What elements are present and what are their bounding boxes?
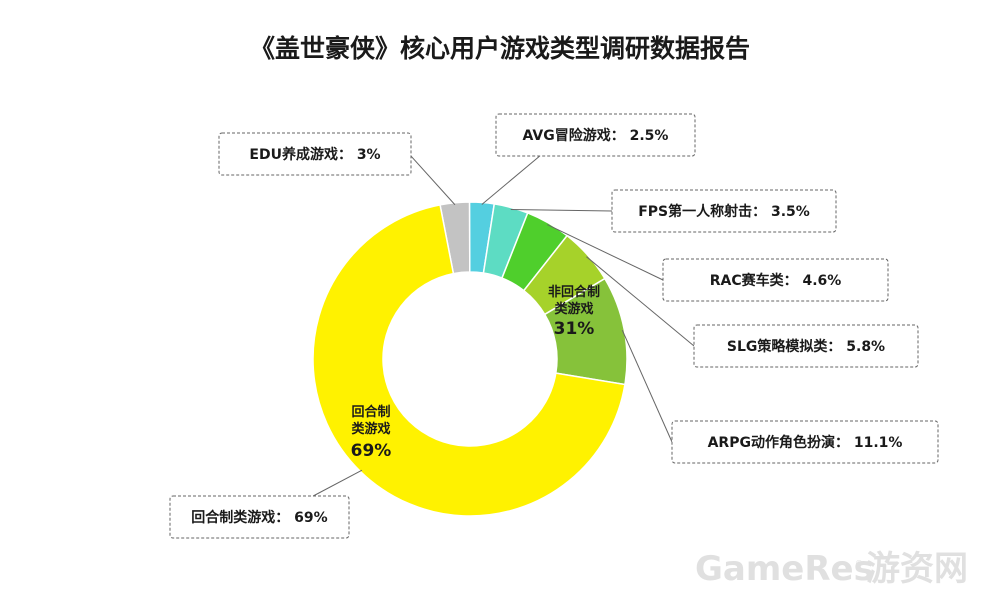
callout-box xyxy=(218,132,412,176)
watermark-cn: 游资网 xyxy=(866,549,968,589)
callout-0: EDU养成游戏： 3% xyxy=(218,132,412,176)
callout-label: SLG策略模拟类： 5.8% xyxy=(727,338,885,355)
callout-box xyxy=(611,189,837,233)
leader-line-4 xyxy=(586,256,695,347)
leader-line-0 xyxy=(410,155,456,206)
callout-label: ARPG动作角色扮演： 11.1% xyxy=(708,434,903,451)
group-label-line1: 回合制 xyxy=(351,404,390,420)
watermark: GameRes ® 游资网 xyxy=(695,549,968,589)
callout-label: 回合制类游戏： 69% xyxy=(191,509,327,526)
leader-line-5 xyxy=(621,329,673,443)
donut-slices xyxy=(312,201,628,517)
callout-box xyxy=(671,420,939,464)
callout-label: RAC赛车类： 4.6% xyxy=(710,272,842,289)
group-label-pct: 31% xyxy=(554,319,595,339)
group-label-line2: 类游戏 xyxy=(351,421,390,437)
callout-1: AVG冒险游戏： 2.5% xyxy=(495,113,696,157)
leader-line-1 xyxy=(481,155,541,205)
callout-box xyxy=(495,113,696,157)
leader-lines xyxy=(312,155,695,497)
callout-label: FPS第一人称射击： 3.5% xyxy=(638,203,810,220)
callout-2: FPS第一人称射击： 3.5% xyxy=(611,189,837,233)
slice-6 xyxy=(312,204,626,517)
callout-label: AVG冒险游戏： 2.5% xyxy=(523,127,669,144)
callout-box xyxy=(169,495,350,539)
callout-5: ARPG动作角色扮演： 11.1% xyxy=(671,420,939,464)
leader-line-3 xyxy=(547,224,664,281)
callout-3: RAC赛车类： 4.6% xyxy=(662,258,889,302)
chart-title: 《盖世豪侠》核心用户游戏类型调研数据报告 xyxy=(250,34,750,63)
callout-4: SLG策略模拟类： 5.8% xyxy=(693,324,919,368)
callout-box xyxy=(662,258,889,302)
leader-line-6 xyxy=(312,469,363,497)
group-label-line2: 类游戏 xyxy=(554,301,593,317)
callout-label: EDU养成游戏： 3% xyxy=(249,146,380,163)
callout-6: 回合制类游戏： 69% xyxy=(169,495,350,539)
group-label-line1: 非回合制 xyxy=(548,284,600,300)
group-label-non-turn-based: 非回合制 类游戏 31% xyxy=(548,284,600,339)
callouts: EDU养成游戏： 3% AVG冒险游戏： 2.5% FPS第一人称射击： 3.5% R… xyxy=(169,113,939,539)
watermark-reg: ® xyxy=(855,559,863,568)
leader-line-2 xyxy=(510,208,613,212)
callout-box xyxy=(693,324,919,368)
watermark-en: GameRes xyxy=(695,549,874,589)
group-label-turn-based: 回合制 类游戏 69% xyxy=(351,404,392,461)
group-label-pct: 69% xyxy=(351,441,392,461)
